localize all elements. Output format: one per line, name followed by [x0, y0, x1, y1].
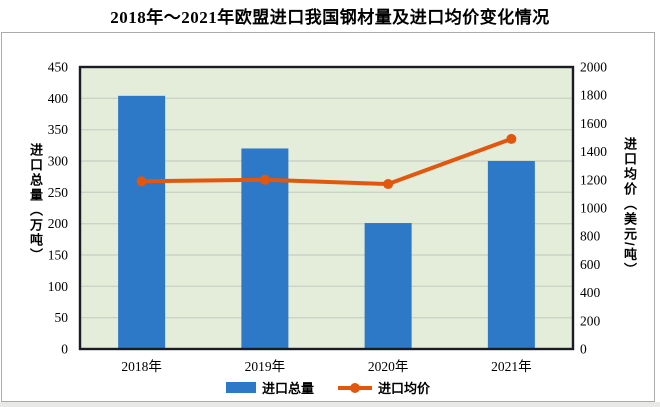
price-line	[139, 136, 514, 187]
x-axis-label-2021年: 2021年	[491, 359, 532, 374]
legend-line-swatch-icon	[338, 382, 372, 393]
x-axis-label-2018年: 2018年	[121, 359, 162, 374]
bar-2020年	[364, 223, 412, 349]
price-point-2020年	[383, 179, 394, 190]
right-axis-tick-1000: 1000	[580, 201, 607, 216]
legend-label-volume: 进口总量	[261, 381, 314, 396]
price-point-2018年	[136, 176, 147, 187]
left-axis-tick-450: 450	[48, 60, 69, 75]
legend-label-price: 进口均价	[378, 381, 431, 396]
right-axis-tick-800: 800	[580, 229, 601, 244]
legend: 进口总量 进口均价	[2, 378, 654, 397]
chart-svg: 0 50 100 150 200 250 300 350 400 450 0 200 400 600 800…	[48, 60, 608, 375]
left-axis-tick-350: 350	[48, 122, 69, 137]
bottom-edge-strip	[0, 402, 660, 407]
right-axis-title: 进口均价（美元/吨）	[622, 137, 637, 278]
right-axis-tick-600: 600	[580, 257, 601, 272]
right-axis-tick-1600: 1600	[580, 116, 607, 131]
legend-item-price: 进口均价	[338, 378, 430, 397]
left-axis-title: 进口总量（万吨）	[28, 143, 43, 263]
right-axis-tick-2000: 2000	[580, 60, 607, 75]
right-axis-tick-1200: 1200	[580, 172, 607, 187]
right-axis-tick-0: 0	[580, 342, 587, 357]
left-axis-tick-50: 50	[55, 310, 69, 325]
chart-container: 0 50 100 150 200 250 300 350 400 450 0 200 400 600 800…	[1, 32, 655, 402]
chart-title: 2018年～2021年欧盟进口我国钢材量及进口均价变化情况	[110, 8, 550, 27]
x-axis-label-2019年: 2019年	[245, 359, 286, 374]
left-axis-tick-200: 200	[48, 216, 69, 231]
legend-bar-swatch-icon	[225, 382, 256, 393]
left-axis-tick-0: 0	[61, 342, 68, 357]
bar-2021年	[487, 161, 535, 349]
price-point-2019年	[259, 174, 270, 185]
left-axis-tick-250: 250	[48, 185, 69, 200]
plot-border	[78, 65, 575, 351]
left-axis-tick-400: 400	[48, 91, 69, 106]
right-axis-tick-1400: 1400	[580, 144, 607, 159]
left-axis-tick-150: 150	[48, 248, 69, 263]
right-axis-tick-1800: 1800	[580, 88, 607, 103]
legend-line-dot-icon	[350, 382, 360, 393]
price-point-2021年	[506, 133, 517, 144]
bar-2018年	[118, 95, 166, 350]
left-axis-tick-100: 100	[48, 279, 69, 294]
left-axis-tick-300: 300	[48, 154, 69, 169]
x-axis-label-2020年: 2020年	[368, 359, 409, 374]
legend-item-volume: 进口总量	[225, 378, 314, 397]
right-axis-tick-200: 200	[580, 313, 601, 328]
right-axis-tick-400: 400	[580, 285, 601, 300]
